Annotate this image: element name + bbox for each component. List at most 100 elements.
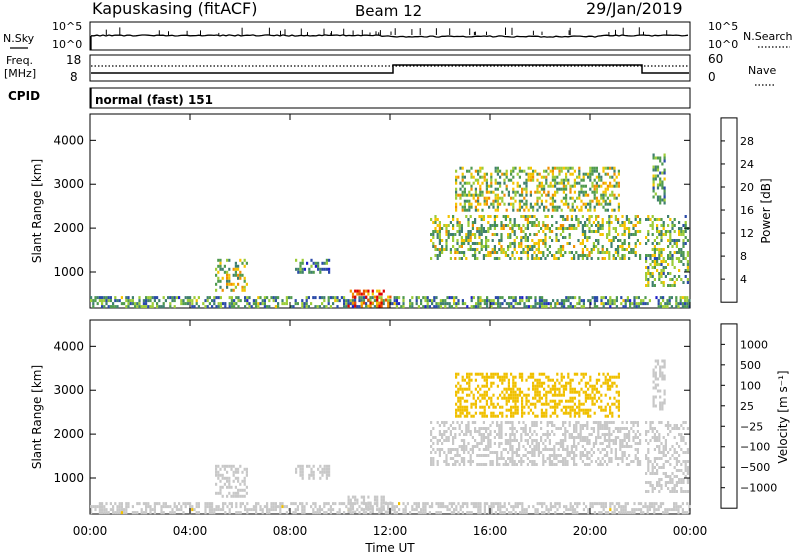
echo-cell bbox=[554, 381, 557, 385]
station-title: Kapuskasing (fitACF) bbox=[92, 0, 257, 18]
echo-cell bbox=[535, 233, 538, 236]
echo-cell bbox=[485, 248, 488, 251]
echo-cell bbox=[526, 245, 529, 248]
echo-cell bbox=[503, 178, 506, 182]
echo-cell bbox=[455, 305, 458, 309]
echo-cell bbox=[504, 439, 507, 442]
echo-cell bbox=[536, 378, 539, 382]
echo-cell bbox=[669, 272, 672, 275]
echo-cell bbox=[103, 511, 106, 515]
echo-cell bbox=[492, 502, 495, 506]
echo-cell bbox=[666, 305, 669, 309]
echo-cell bbox=[489, 224, 492, 227]
echo-cell bbox=[686, 260, 689, 263]
echo-cell bbox=[452, 236, 455, 239]
echo-cell bbox=[651, 469, 654, 472]
echo-cell bbox=[610, 439, 613, 442]
echo-cell bbox=[551, 393, 554, 397]
echo-cell bbox=[570, 218, 573, 221]
echo-cell bbox=[525, 511, 528, 515]
echo-cell bbox=[577, 239, 580, 242]
echo-cell bbox=[178, 296, 181, 300]
echo-cell bbox=[536, 393, 539, 397]
echo-cell bbox=[671, 472, 674, 475]
echo-cell bbox=[658, 451, 661, 454]
echo-cell bbox=[169, 505, 172, 509]
echo-cell bbox=[681, 511, 684, 515]
echo-cell bbox=[518, 460, 521, 463]
echo-cell bbox=[562, 448, 565, 451]
echo-cell bbox=[587, 299, 590, 303]
echo-cell bbox=[415, 296, 418, 300]
echo-cell bbox=[116, 505, 119, 509]
echo-cell bbox=[531, 254, 534, 257]
echo-cell bbox=[609, 375, 612, 379]
echo-cell bbox=[660, 233, 663, 236]
echo-cell bbox=[564, 218, 567, 221]
echo-cell bbox=[678, 251, 681, 254]
echo-cell bbox=[125, 511, 128, 515]
echo-cell bbox=[651, 242, 654, 245]
echo-cell bbox=[490, 372, 493, 376]
echo-cell bbox=[362, 508, 365, 512]
echo-cell bbox=[422, 305, 425, 309]
echo-cell bbox=[543, 387, 546, 391]
echo-cell bbox=[345, 505, 348, 509]
echo-cell bbox=[518, 448, 521, 451]
echo-cell bbox=[570, 251, 573, 254]
echo-cell bbox=[455, 375, 458, 379]
echo-cell bbox=[455, 208, 458, 212]
echo-cell bbox=[459, 187, 462, 191]
echo-cell bbox=[669, 278, 672, 281]
echo-cell bbox=[452, 218, 455, 221]
echo-cell bbox=[645, 490, 648, 493]
freq-label: Freq. bbox=[6, 54, 33, 67]
echo-cell bbox=[521, 375, 524, 379]
echo-cell bbox=[536, 202, 539, 206]
echo-cell bbox=[513, 433, 516, 436]
echo-cell bbox=[567, 181, 570, 185]
echo-cell bbox=[281, 505, 284, 509]
echo-cell bbox=[459, 408, 462, 412]
echo-cell bbox=[323, 467, 326, 471]
echo-cell bbox=[593, 166, 596, 170]
echo-cell bbox=[656, 383, 660, 387]
echo-cell bbox=[498, 239, 501, 242]
echo-cell bbox=[632, 251, 635, 254]
echo-cell bbox=[662, 266, 665, 269]
echo-cell bbox=[147, 296, 150, 300]
echo-cell bbox=[628, 251, 631, 254]
echo-cell bbox=[469, 239, 472, 242]
echo-cell bbox=[420, 508, 423, 512]
echo-cell bbox=[380, 298, 383, 302]
echo-cell bbox=[299, 267, 302, 271]
echo-cell bbox=[684, 463, 687, 466]
echo-cell bbox=[461, 505, 464, 509]
echo-cell bbox=[516, 399, 519, 403]
echo-cell bbox=[230, 288, 233, 292]
echo-cell bbox=[656, 445, 659, 448]
echo-cell bbox=[540, 427, 543, 430]
echo-cell bbox=[686, 448, 689, 451]
echo-cell bbox=[673, 239, 676, 242]
echo-cell bbox=[477, 196, 480, 200]
echo-cell bbox=[597, 427, 600, 430]
echo-cell bbox=[633, 502, 636, 506]
echo-cell bbox=[577, 218, 580, 221]
echo-cell bbox=[316, 508, 319, 512]
echo-cell bbox=[446, 505, 449, 509]
echo-cell bbox=[434, 451, 437, 454]
echo-cell bbox=[481, 405, 484, 409]
echo-cell bbox=[338, 299, 341, 303]
echo-cell bbox=[189, 502, 192, 506]
echo-cell bbox=[453, 508, 456, 512]
echo-cell bbox=[636, 436, 639, 439]
echo-cell bbox=[645, 439, 648, 442]
echo-cell bbox=[622, 299, 625, 303]
echo-cell bbox=[624, 511, 627, 515]
echo-cell bbox=[653, 278, 656, 281]
echo-cell bbox=[505, 372, 508, 376]
echo-cell bbox=[606, 184, 609, 188]
echo-cell bbox=[661, 359, 664, 363]
